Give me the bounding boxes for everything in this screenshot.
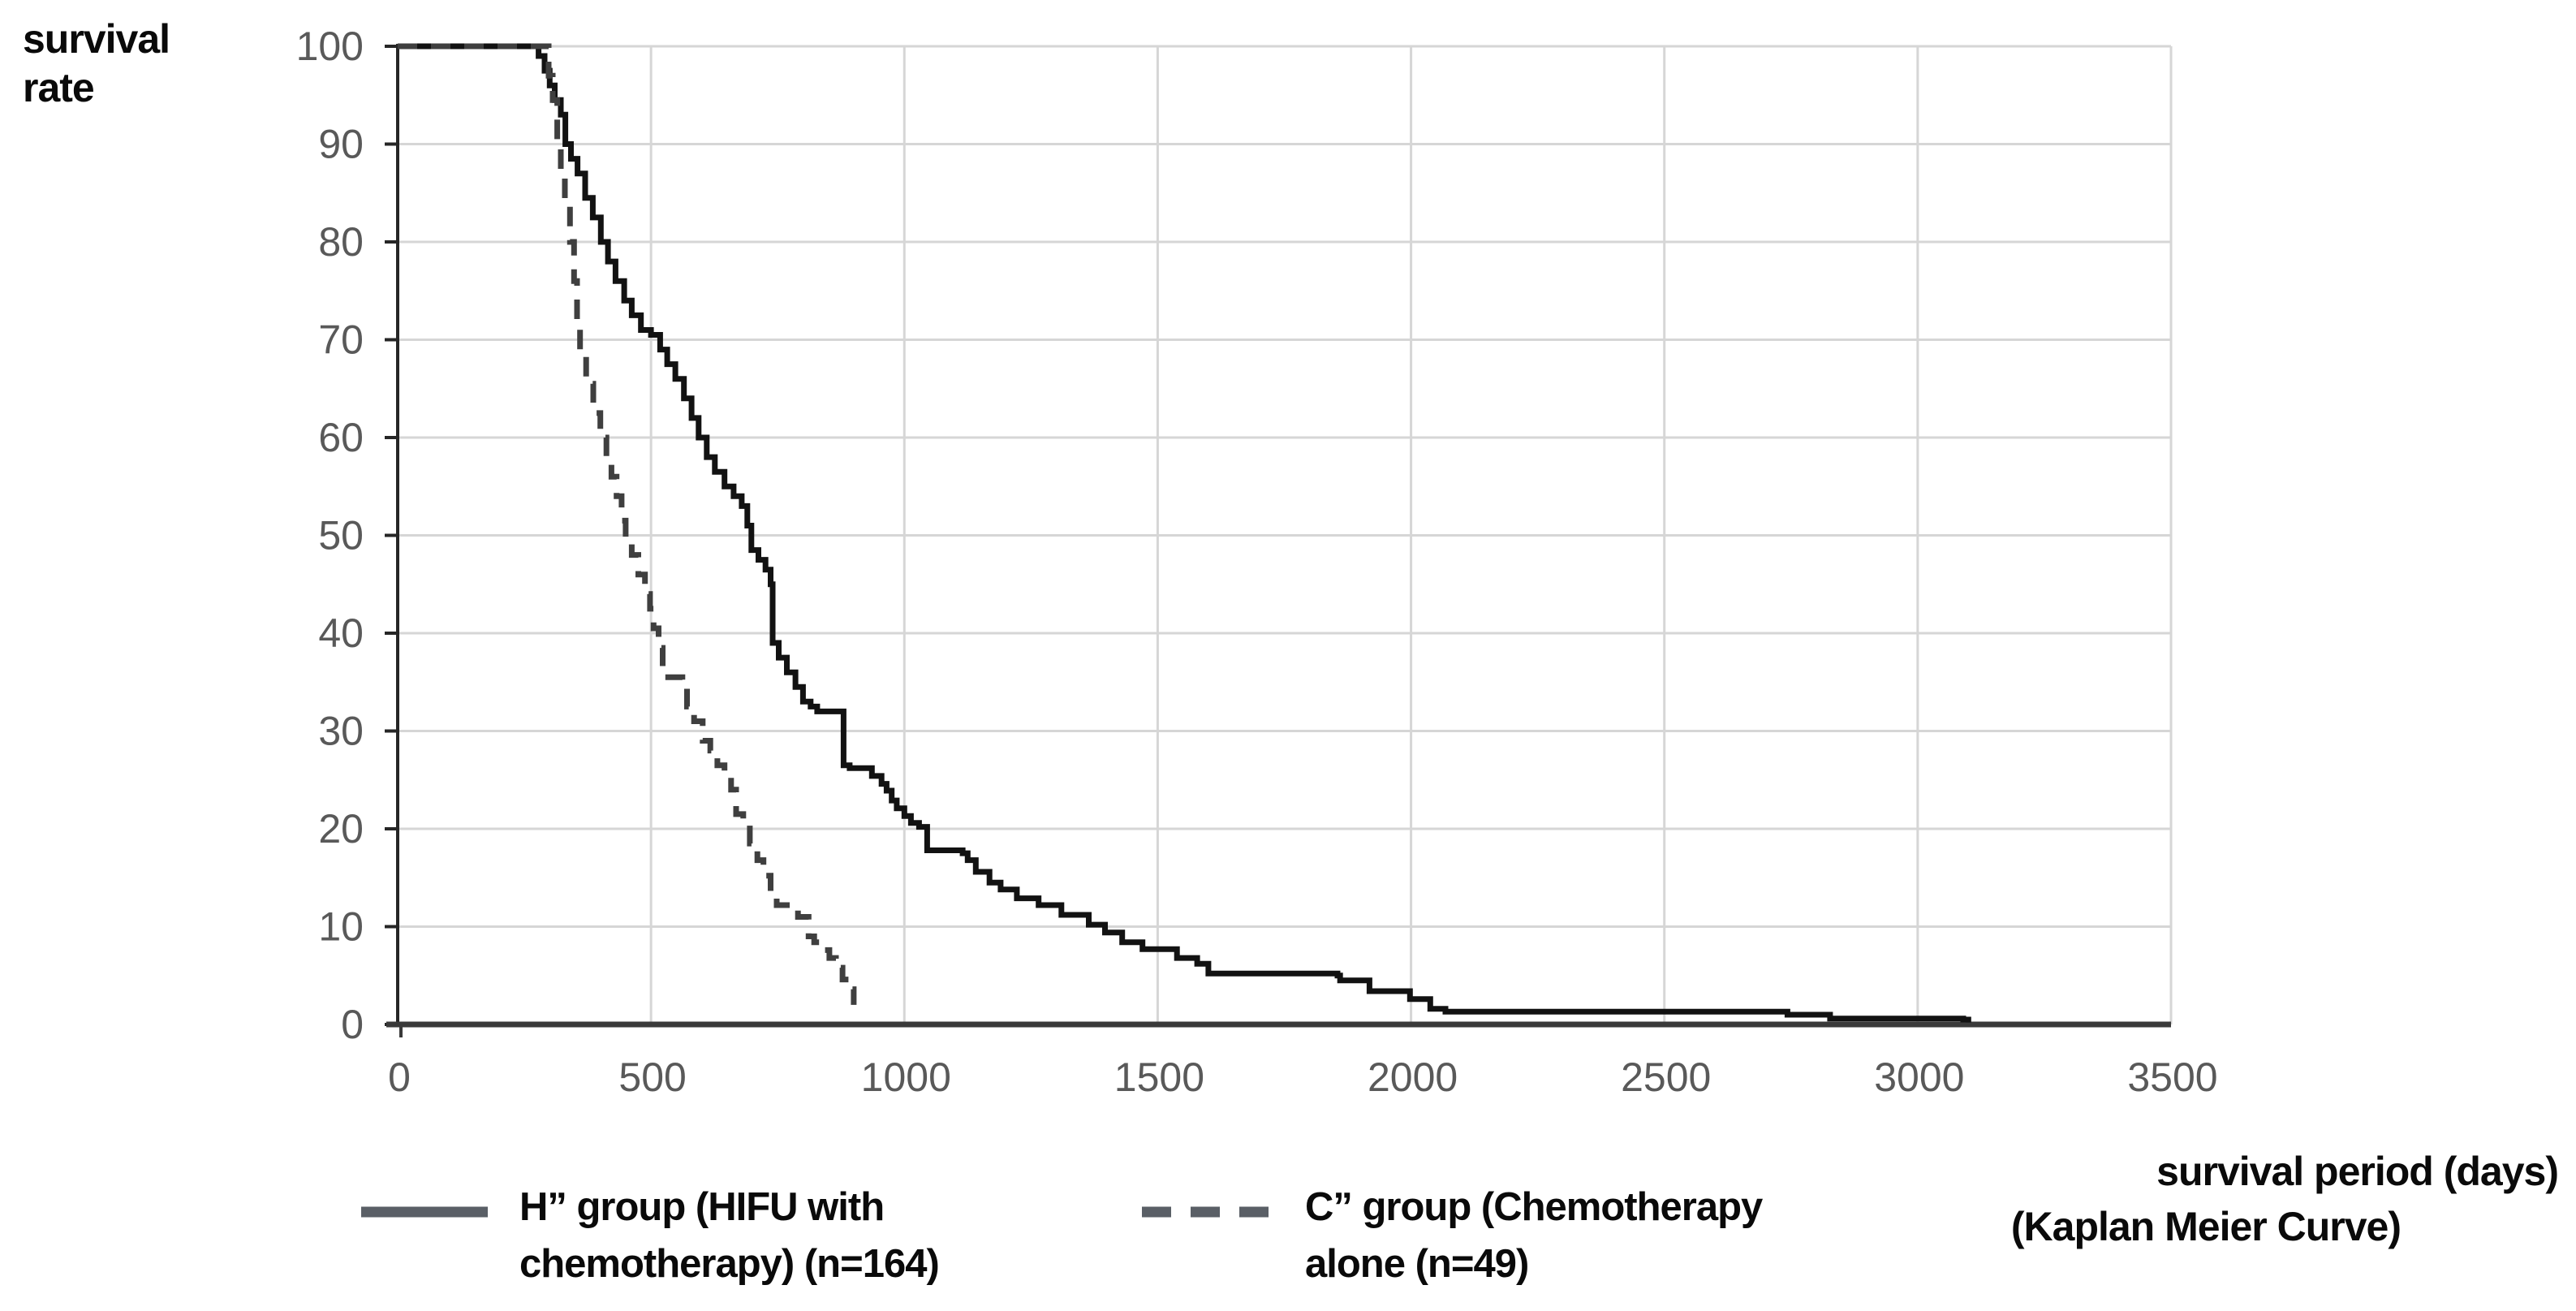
legend-solid-line-icon (361, 1206, 488, 1218)
svg-text:90: 90 (318, 122, 364, 167)
series-curve-h-group (398, 43, 1971, 1023)
svg-text:10: 10 (318, 904, 364, 950)
legend-label-c-line1: C” group (Chemotherapy (1305, 1185, 1763, 1229)
legend-label-h-group: H” group (HIFU with chemotherapy) (n=164… (519, 1179, 940, 1292)
legend-label-c-line2: alone (n=49) (1305, 1242, 1529, 1286)
y-axis (385, 44, 399, 1026)
svg-text:80: 80 (318, 219, 364, 265)
gridlines (398, 45, 2173, 1024)
legend-dashed-line-icon (1142, 1206, 1273, 1218)
svg-text:2000: 2000 (1368, 1054, 1458, 1100)
legend-label-h-line1: H” group (HIFU with (519, 1185, 885, 1229)
svg-text:3000: 3000 (1874, 1054, 1964, 1100)
x-axis-subtitle: (Kaplan Meier Curve) (2010, 1204, 2402, 1249)
legend-label-h-line2: chemotherapy) (n=164) (519, 1242, 940, 1286)
x-axis (386, 1021, 2171, 1037)
y-axis-title: survival rate (23, 16, 170, 110)
legend-label-c-group: C” group (Chemotherapy alone (n=49) (1305, 1179, 1763, 1292)
svg-text:50: 50 (318, 513, 364, 558)
svg-text:0: 0 (388, 1054, 411, 1100)
svg-text:1500: 1500 (1114, 1054, 1204, 1100)
x-axis-title: survival period (days) (2156, 1149, 2559, 1194)
svg-text:40: 40 (318, 610, 364, 656)
svg-text:70: 70 (318, 317, 364, 363)
svg-text:30: 30 (318, 709, 364, 754)
svg-text:100: 100 (296, 24, 364, 69)
series-curve-c-group (398, 43, 857, 1005)
svg-text:2500: 2500 (1621, 1054, 1711, 1100)
svg-text:3500: 3500 (2127, 1054, 2217, 1100)
svg-text:60: 60 (318, 415, 364, 460)
x-tick-labels: 0 500 1000 1500 2000 2500 3000 3500 (388, 1054, 2218, 1100)
svg-text:1000: 1000 (861, 1054, 951, 1100)
svg-text:500: 500 (618, 1054, 686, 1100)
y-tick-labels: 0 10 20 30 40 50 60 70 80 90 100 (296, 24, 364, 1047)
svg-text:20: 20 (318, 806, 364, 852)
svg-text:0: 0 (341, 1002, 364, 1047)
